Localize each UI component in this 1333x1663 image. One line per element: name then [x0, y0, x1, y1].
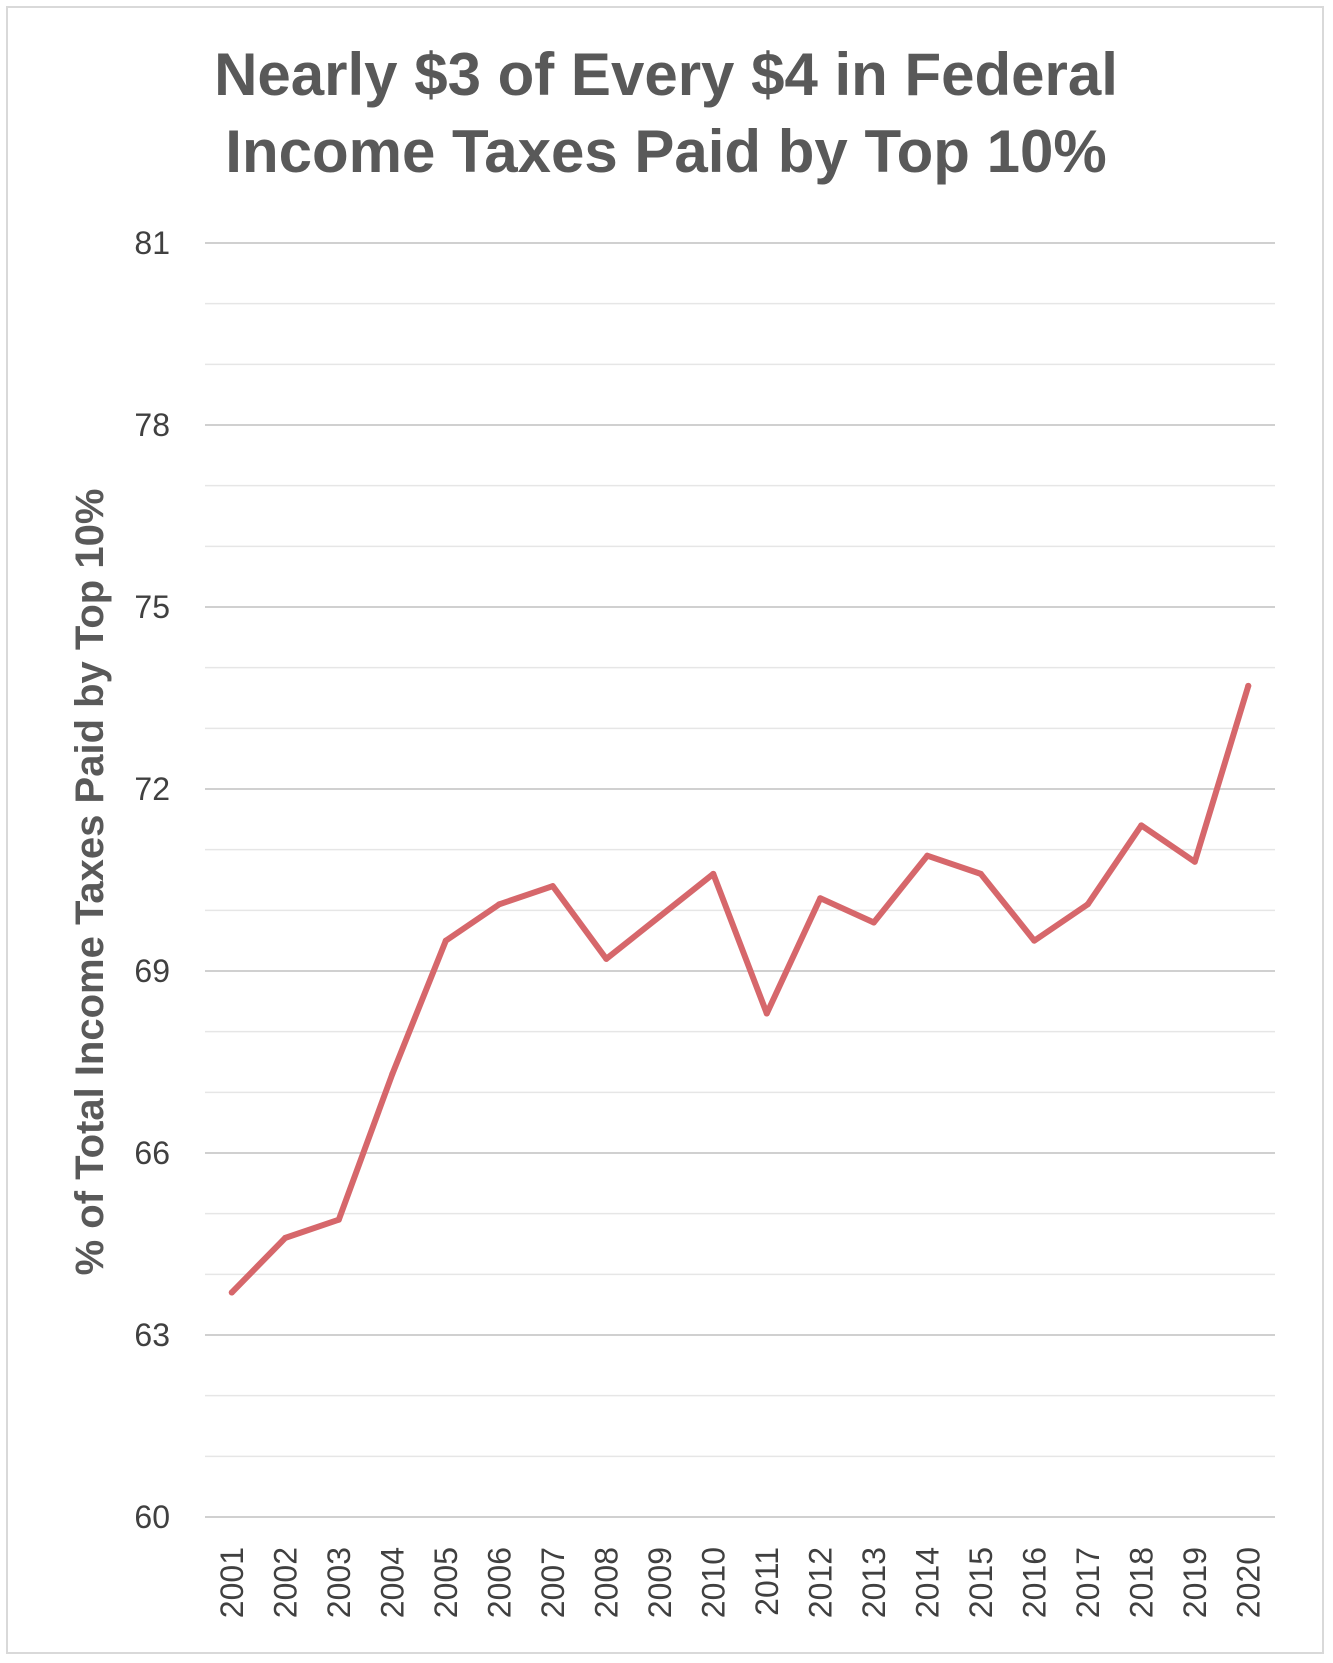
- x-tick-label: 2013: [856, 1547, 892, 1618]
- x-tick-label: 2001: [214, 1547, 250, 1618]
- x-tick-label: 2020: [1230, 1547, 1266, 1618]
- y-tick-label: 66: [134, 1135, 170, 1171]
- chart-title-line-2: Income Taxes Paid by Top 10%: [225, 118, 1106, 185]
- data-point: [496, 901, 503, 908]
- y-tick-label: 69: [134, 953, 170, 989]
- x-tick-label: 2018: [1123, 1547, 1159, 1618]
- chart-frame: [6, 6, 1324, 1654]
- y-axis-ticks: 60 63 66 69 72 75 78 81: [134, 225, 170, 1535]
- y-tick-label: 60: [134, 1499, 170, 1535]
- x-tick-label: 2002: [267, 1547, 303, 1618]
- x-axis-ticks: 2001 2002 2003 2004 2005 2006 2007 2008 2009 2010…: [214, 1547, 1267, 1618]
- y-tick-label: 81: [134, 225, 170, 261]
- data-point: [335, 1216, 342, 1223]
- data-point: [1084, 901, 1091, 908]
- series-line: [228, 682, 1252, 1296]
- y-tick-label: 75: [134, 589, 170, 625]
- y-tick-label: 78: [134, 407, 170, 443]
- x-tick-label: 2010: [695, 1547, 731, 1618]
- data-point: [763, 1010, 770, 1017]
- data-point: [282, 1234, 289, 1241]
- x-tick-label: 2019: [1177, 1547, 1213, 1618]
- x-tick-label: 2005: [428, 1547, 464, 1618]
- gridlines: [205, 242, 1275, 1518]
- x-tick-label: 2017: [1070, 1547, 1106, 1618]
- x-tick-label: 2009: [642, 1547, 678, 1618]
- data-point: [603, 955, 610, 962]
- x-tick-label: 2003: [321, 1547, 357, 1618]
- x-tick-label: 2015: [963, 1547, 999, 1618]
- x-tick-label: 2007: [535, 1547, 571, 1618]
- data-point: [389, 1071, 396, 1078]
- data-point: [977, 870, 984, 877]
- data-point: [1191, 858, 1198, 865]
- y-axis-label: % of Total Income Taxes Paid by Top 10%: [68, 489, 112, 1276]
- data-point: [228, 1289, 235, 1296]
- chart-title-line-1: Nearly $3 of Every $4 in Federal: [214, 41, 1118, 108]
- x-tick-label: 2012: [802, 1547, 838, 1618]
- x-tick-label: 2008: [588, 1547, 624, 1618]
- data-point: [549, 883, 556, 890]
- x-tick-label: 2006: [481, 1547, 517, 1618]
- data-point: [870, 919, 877, 926]
- x-tick-label: 2004: [374, 1547, 410, 1618]
- data-point: [924, 852, 931, 859]
- data-point: [1138, 822, 1145, 829]
- y-tick-label: 72: [134, 771, 170, 807]
- data-point: [1031, 937, 1038, 944]
- data-point: [656, 913, 663, 920]
- data-point: [817, 895, 824, 902]
- data-point: [1245, 682, 1252, 689]
- y-tick-label: 63: [134, 1317, 170, 1353]
- x-tick-label: 2011: [749, 1547, 785, 1616]
- x-tick-label: 2016: [1016, 1547, 1052, 1618]
- data-point: [710, 870, 717, 877]
- data-point: [442, 937, 449, 944]
- x-tick-label: 2014: [909, 1547, 945, 1618]
- series-layer: [228, 682, 1252, 1296]
